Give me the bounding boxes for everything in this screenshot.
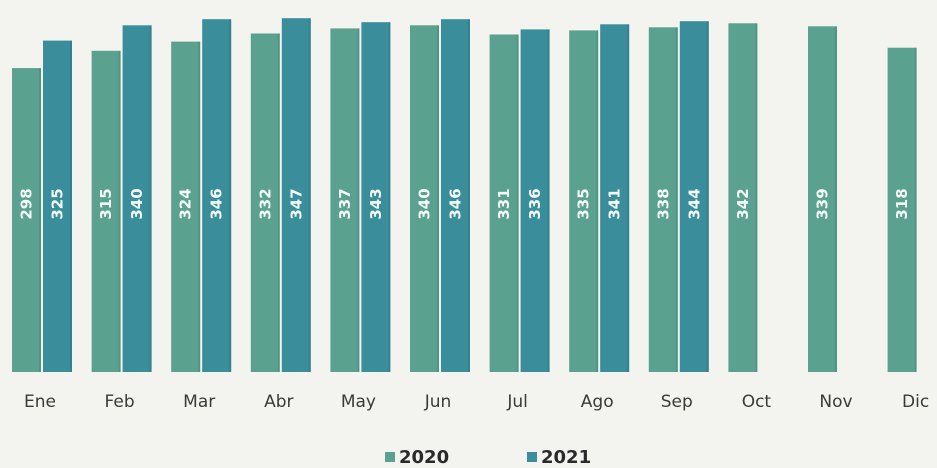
x-tick-label-oct: Oct	[742, 392, 772, 412]
value-label-2020-abr: 332	[256, 188, 274, 219]
bar-shade	[675, 27, 678, 373]
bar-shade	[706, 21, 709, 372]
x-tick-label-ago: Ago	[581, 392, 614, 412]
value-label-2020-feb: 315	[97, 188, 115, 219]
x-tick-label-feb: Feb	[105, 392, 135, 412]
value-label-2020-oct: 342	[734, 188, 752, 219]
x-tick-label-mar: Mar	[183, 392, 215, 412]
bar-2020-ene	[12, 68, 41, 372]
bar-shade	[627, 24, 630, 373]
value-label-2021-mar: 346	[208, 188, 226, 219]
legend-swatch-2021	[527, 452, 537, 462]
bar-2020-jul	[489, 34, 519, 372]
value-labels-layer: 298 325 315 340 324 346 332 347 337 343 340 346 331 3…	[18, 188, 912, 219]
bar-2021-jun	[441, 19, 470, 372]
bar-shade	[596, 30, 599, 373]
x-tick-label-jul: Jul	[506, 392, 528, 412]
bar-2020-sep	[648, 27, 678, 373]
value-label-2021-abr: 347	[287, 188, 305, 219]
bar-shade	[468, 19, 470, 372]
value-label-2021-sep: 344	[685, 188, 703, 219]
value-label-2020-jun: 340	[416, 188, 434, 219]
legend: 2020 2021	[385, 447, 591, 468]
value-label-2020-sep: 338	[654, 188, 672, 219]
value-label-2020-may: 337	[336, 188, 354, 219]
bar-2020-nov	[808, 26, 837, 373]
value-label-2020-dic: 318	[893, 188, 911, 219]
bar-2020-mar	[171, 41, 201, 372]
bar-2021-ene	[43, 40, 72, 372]
value-label-2021-ene: 325	[49, 188, 67, 219]
bar-2021-sep	[679, 21, 709, 372]
value-label-2021-ago: 341	[606, 188, 624, 219]
bar-2020-may	[330, 28, 360, 373]
bar-shade	[547, 29, 550, 373]
bar-2020-abr	[250, 33, 280, 372]
bar-shade	[149, 25, 152, 373]
bar-2020-jun	[410, 25, 439, 373]
x-tick-label-jun: Jun	[424, 392, 452, 412]
bars-layer	[12, 18, 917, 373]
bar-2020-ago	[569, 30, 599, 373]
value-label-2020-ago: 335	[575, 188, 593, 219]
bar-shade	[835, 26, 837, 373]
value-label-2020-jul: 331	[495, 188, 513, 219]
x-tick-label-ene: Ene	[24, 392, 56, 412]
bar-shade	[70, 40, 72, 372]
bar-shade	[914, 47, 917, 372]
bar-2020-oct	[728, 23, 758, 373]
bar-shade	[437, 25, 439, 373]
bar-2020-feb	[91, 50, 121, 373]
bar-2021-jul	[520, 29, 550, 373]
value-label-2020-ene: 298	[18, 188, 36, 219]
value-label-2020-nov: 339	[814, 188, 832, 219]
bar-shade	[229, 19, 232, 372]
bar-shade	[357, 28, 360, 373]
value-label-2021-jul: 336	[526, 188, 544, 219]
bar-shade	[39, 68, 41, 372]
value-label-2021-may: 343	[367, 188, 385, 219]
bar-2021-abr	[281, 18, 311, 372]
bar-shade	[388, 22, 391, 372]
bar-2021-may	[361, 22, 391, 372]
x-tick-label-abr: Abr	[264, 392, 293, 412]
bar-shade	[198, 41, 201, 372]
legend-swatch-2020	[385, 452, 395, 462]
bar-2021-feb	[122, 25, 152, 373]
x-tick-label-dic: Dic	[902, 392, 929, 412]
bar-shade	[118, 50, 121, 373]
bar-2021-ago	[600, 24, 630, 373]
legend-label-2021: 2021	[541, 447, 591, 468]
legend-label-2020: 2020	[399, 447, 449, 468]
bar-2020-dic	[887, 47, 917, 372]
bar-shade	[755, 23, 758, 373]
value-label-2021-jun: 346	[447, 188, 465, 219]
bar-shade	[516, 34, 519, 372]
x-axis: Ene Feb Mar Abr May Jun Jul Ago Sep Oct Nov Dic	[24, 392, 929, 412]
x-tick-label-sep: Sep	[661, 392, 693, 412]
value-label-2021-feb: 340	[128, 188, 146, 219]
bar-shade	[277, 33, 280, 372]
x-tick-label-nov: Nov	[819, 392, 852, 412]
value-label-2020-mar: 324	[177, 188, 195, 219]
bar-shade	[308, 18, 311, 372]
x-tick-label-may: May	[341, 392, 376, 412]
bar-2021-mar	[202, 19, 232, 372]
